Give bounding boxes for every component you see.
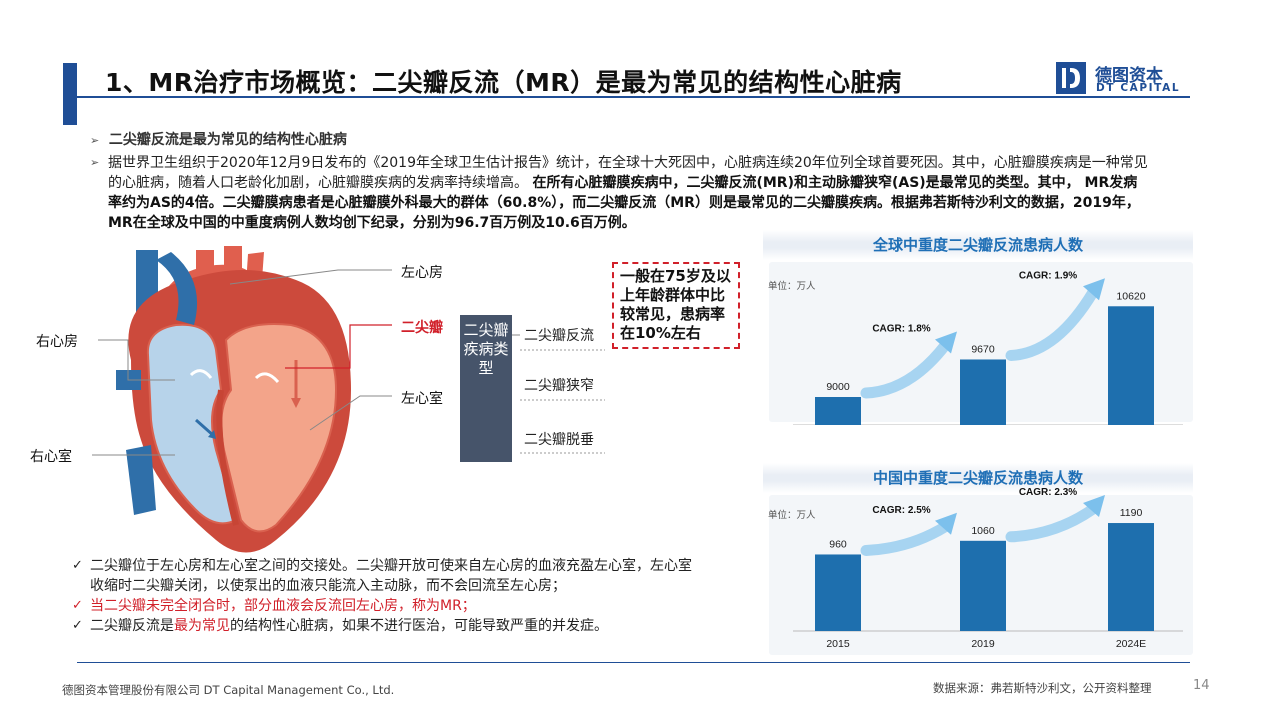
growth-arrow-icon bbox=[1005, 278, 1105, 361]
bar-2015 bbox=[815, 397, 861, 425]
bar-2024E bbox=[1108, 306, 1154, 425]
check-icon: ✓ bbox=[72, 598, 83, 613]
bar-2024E bbox=[1108, 523, 1154, 631]
growth-arrow-icon bbox=[860, 331, 957, 399]
value-label: 1190 bbox=[1120, 507, 1143, 519]
value-label: 9000 bbox=[826, 381, 850, 393]
disease-type-box: 二尖瓣疾病类型 bbox=[460, 315, 512, 462]
cagr-label: CAGR: 2.3% bbox=[1019, 487, 1077, 498]
check-item: ✓ 二尖瓣反流是最为常见的结构性心脏病，如果不进行医治，可能导致严重的并发症。 bbox=[72, 616, 692, 636]
cagr-label: CAGR: 1.9% bbox=[1019, 270, 1077, 281]
check-item-text: 二尖瓣位于左心房和左心室之间的交接处。二尖瓣开放可使来自左心房的血液充盈左心室，… bbox=[90, 558, 692, 594]
global-chart: 全球中重度二尖瓣反流患病人数 单位：万人 9000201596702019106… bbox=[763, 230, 1193, 425]
check-item-text-red: 最为常见 bbox=[174, 618, 230, 634]
check-item-text-c: 的结构性心脏病，如果不进行医治，可能导致严重的并发症。 bbox=[230, 618, 608, 634]
category-label: 2024E bbox=[1116, 638, 1146, 650]
page-number: 14 bbox=[1193, 678, 1210, 693]
type-regurgitation: 二尖瓣反流 bbox=[524, 328, 594, 344]
bar-2019 bbox=[960, 540, 1006, 631]
heart-diagram bbox=[116, 246, 351, 553]
intro-paragraph: ➢ 据世界卫生组织于2020年12月9日发布的《2019年全球卫生估计报告》统计… bbox=[90, 153, 1150, 233]
check-item-text: 当二尖瓣未完全闭合时，部分血液会反流回左心房，称为MR； bbox=[90, 598, 476, 614]
label-left-atrium: 左心房 bbox=[401, 265, 443, 281]
footer-company: 德图资本管理股份有限公司 DT Capital Management Co., … bbox=[62, 683, 395, 697]
check-item-highlight: ✓ 当二尖瓣未完全闭合时，部分血液会反流回左心房，称为MR； bbox=[72, 596, 692, 616]
category-label: 2015 bbox=[826, 638, 850, 650]
growth-arrow-icon bbox=[1005, 495, 1105, 543]
sub-heading: ➢ 二尖瓣反流是最为常见的结构性心脏病 bbox=[90, 129, 347, 149]
logo-text-cn: 德图资本 bbox=[1095, 66, 1163, 86]
check-icon: ✓ bbox=[72, 558, 83, 573]
chart-title-band bbox=[763, 230, 1193, 260]
label-right-ventricle: 右心室 bbox=[30, 449, 72, 465]
cagr-label: CAGR: 2.5% bbox=[872, 505, 930, 516]
type-stenosis: 二尖瓣狭窄 bbox=[524, 378, 594, 394]
logo-text-en: DT CAPITAL bbox=[1096, 82, 1181, 94]
cagr-label: CAGR: 1.8% bbox=[872, 323, 930, 334]
value-label: 960 bbox=[829, 538, 847, 550]
label-mitral-valve: 二尖瓣 bbox=[401, 320, 443, 336]
check-icon: ✓ bbox=[72, 618, 83, 633]
chart-unit: 单位：万人 bbox=[768, 510, 816, 521]
intro-text-bold: 在所有心脏瓣膜疾病中，二尖瓣反流(MR)和主动脉瓣狭窄(AS)是最常见的类型。其… bbox=[108, 175, 1140, 231]
chart-title: 全球中重度二尖瓣反流患病人数 bbox=[872, 236, 1083, 254]
page-title: 1、MR治疗市场概览：二尖瓣反流（MR）是最为常见的结构性心脏病 bbox=[105, 68, 902, 97]
china-chart-svg: 960 2015 1060 2019 1190 2024E CAGR: 2.5% CAGR: … bbox=[793, 487, 1183, 650]
value-label: 1060 bbox=[971, 525, 995, 537]
chart-title-band bbox=[763, 463, 1193, 493]
chart-unit: 单位：万人 bbox=[768, 281, 816, 292]
logo: 德图资本 DT CAPITAL bbox=[1056, 62, 1191, 96]
footer-divider bbox=[77, 662, 1190, 663]
sub-heading-text: 二尖瓣反流是最为常见的结构性心脏病 bbox=[108, 132, 347, 148]
value-label: 9670 bbox=[971, 343, 995, 355]
dt-logo-icon bbox=[1056, 62, 1086, 94]
label-right-atrium: 右心房 bbox=[36, 334, 78, 350]
footer-source: 数据来源：弗若斯特沙利文，公开资料整理 bbox=[933, 681, 1152, 695]
global-chart-svg: 9000201596702019106202024ECAGR: 1.8%CAGR… bbox=[793, 270, 1183, 425]
arrow-bullet-icon: ➢ bbox=[90, 134, 100, 147]
value-label: 10620 bbox=[1116, 290, 1145, 302]
prevalence-callout: 一般在75岁及以上年龄群体中比较常见，患病率在10%左右 bbox=[612, 262, 740, 349]
check-item-text-a: 二尖瓣反流是 bbox=[90, 618, 174, 634]
type-prolapse: 二尖瓣脱垂 bbox=[524, 432, 594, 448]
arrow-bullet-icon: ➢ bbox=[90, 156, 100, 169]
checklist: ✓ 二尖瓣位于左心房和左心室之间的交接处。二尖瓣开放可使来自左心房的血液充盈左心… bbox=[72, 556, 692, 636]
category-label: 2019 bbox=[971, 638, 995, 650]
chart-title: 中国中重度二尖瓣反流患病人数 bbox=[872, 469, 1083, 487]
check-item: ✓ 二尖瓣位于左心房和左心室之间的交接处。二尖瓣开放可使来自左心房的血液充盈左心… bbox=[72, 556, 692, 596]
title-accent-bar bbox=[63, 63, 77, 125]
growth-arrow-icon bbox=[860, 512, 957, 556]
bar-2019 bbox=[960, 359, 1006, 425]
intro-text-normal: 据世界卫生组织于2020年12月9日发布的《2019年全球卫生估计报告》统计，在… bbox=[108, 155, 1148, 191]
label-left-ventricle: 左心室 bbox=[401, 391, 443, 407]
bar-2015 bbox=[815, 554, 861, 631]
china-chart: 中国中重度二尖瓣反流患病人数 单位：万人 960 2015 1060 2019 1190… bbox=[763, 463, 1193, 658]
title-divider bbox=[77, 96, 1190, 98]
